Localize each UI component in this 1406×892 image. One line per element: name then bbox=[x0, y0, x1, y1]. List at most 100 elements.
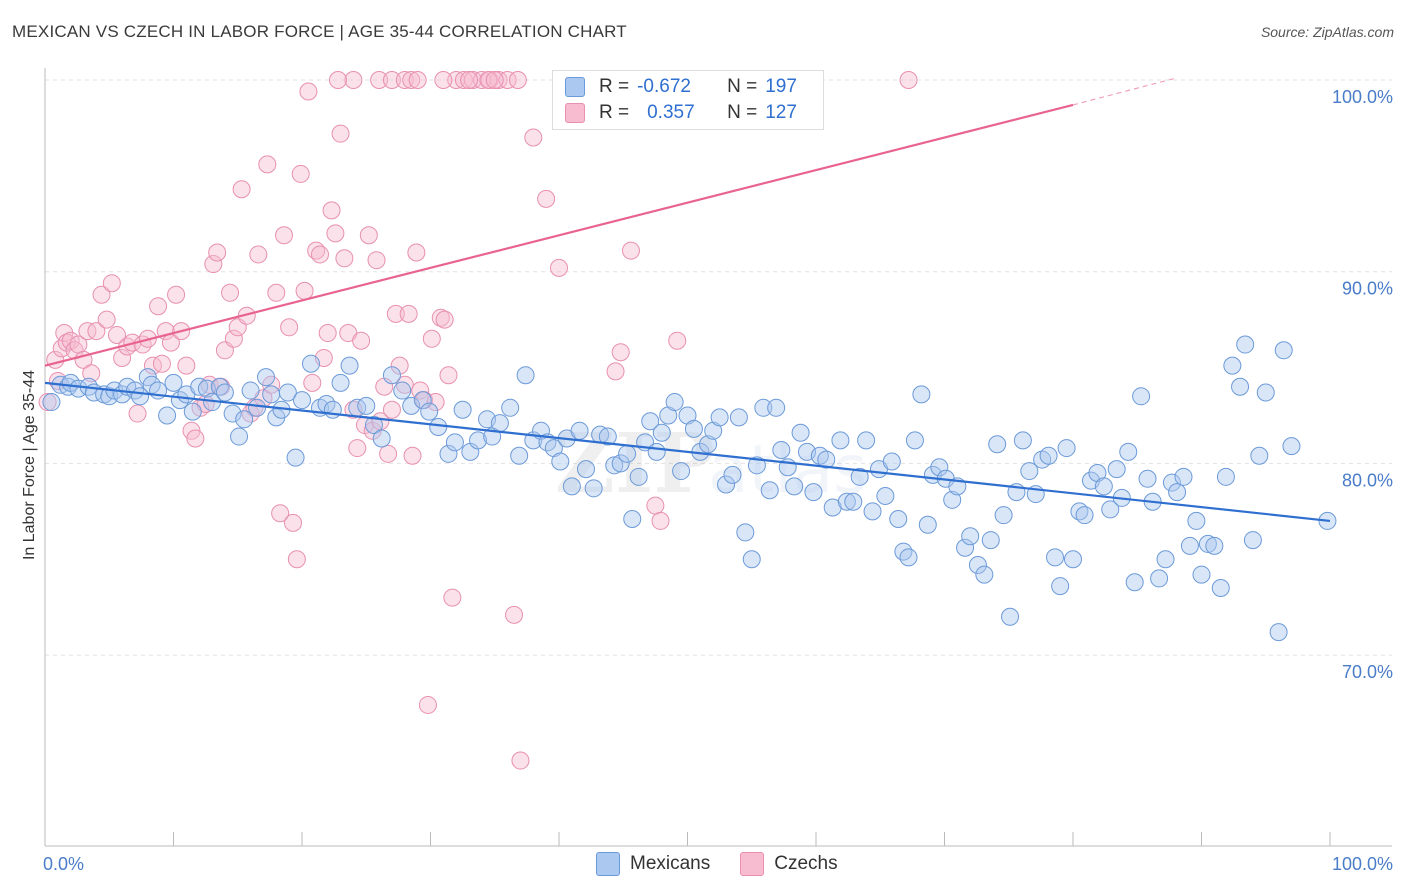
y-tick-label: 90.0% bbox=[1342, 279, 1393, 299]
czechs-point bbox=[275, 226, 294, 245]
mexicans-point bbox=[1101, 500, 1120, 519]
mexicans-point bbox=[516, 366, 535, 385]
czechs-point bbox=[287, 550, 306, 569]
y-tick-label: 70.0% bbox=[1342, 662, 1393, 682]
stats-legend: R = -0.672 N = 197 R = 0.357 N = 127 bbox=[552, 70, 824, 130]
czechs-point bbox=[82, 364, 101, 383]
mexicans-point bbox=[723, 465, 742, 484]
czechs-point bbox=[367, 251, 386, 270]
n-label: N = bbox=[727, 76, 758, 97]
mexicans-point bbox=[665, 393, 684, 412]
mexicans-point bbox=[372, 429, 391, 448]
czechs-point bbox=[439, 366, 458, 385]
mexicans-point bbox=[804, 483, 823, 502]
mexicans-point bbox=[570, 421, 589, 440]
czechs-point bbox=[651, 511, 670, 530]
czechs-point bbox=[508, 71, 527, 89]
mexicans-point bbox=[956, 538, 975, 557]
mexicans-point bbox=[988, 435, 1007, 454]
mexicans-point bbox=[742, 550, 761, 569]
x-tick-label: 100.0% bbox=[1332, 854, 1393, 874]
mexicans-point bbox=[1051, 577, 1070, 596]
mexicans-point bbox=[262, 385, 281, 404]
mexicans-point bbox=[42, 393, 61, 412]
mexicans-point bbox=[364, 416, 383, 435]
mexicans-point bbox=[605, 456, 624, 475]
czechs-point bbox=[92, 285, 111, 304]
mexicans-point bbox=[652, 423, 671, 442]
legend-item-czechs[interactable]: Czechs bbox=[740, 852, 838, 876]
mexicans-point bbox=[975, 565, 994, 584]
czechs-point bbox=[221, 283, 240, 302]
x-tick-labels: 0.0% 100.0% bbox=[43, 854, 1393, 874]
czechs-point bbox=[621, 241, 640, 260]
czechs-point bbox=[403, 446, 422, 465]
chart-title: MEXICAN VS CZECH IN LABOR FORCE | AGE 35… bbox=[12, 22, 627, 41]
mexicans-point bbox=[562, 477, 581, 496]
czechs-point bbox=[524, 128, 543, 147]
czechs-legend-swatch bbox=[740, 852, 765, 876]
mexicans-point bbox=[717, 475, 736, 494]
czechs-point bbox=[498, 71, 517, 89]
y-tick-label: 80.0% bbox=[1342, 470, 1393, 490]
mexicans-point bbox=[857, 431, 876, 450]
czechs-point bbox=[379, 444, 398, 463]
czechs-point bbox=[113, 348, 132, 367]
r-value: -0.672 bbox=[637, 76, 691, 97]
czechs-point bbox=[382, 71, 401, 89]
mexicans-point bbox=[1282, 437, 1301, 456]
mexicans-point bbox=[1250, 446, 1269, 465]
x-tick-label: 0.0% bbox=[43, 854, 84, 874]
mexicans-point bbox=[1094, 477, 1113, 496]
czechs-point bbox=[328, 71, 347, 89]
czechs-point bbox=[402, 71, 421, 89]
mexicans-point bbox=[286, 448, 305, 467]
mexicans-point bbox=[340, 356, 359, 375]
czechs-point bbox=[97, 310, 116, 329]
mexicans-point bbox=[230, 427, 249, 446]
czechs-point bbox=[363, 421, 382, 440]
mexicans-point bbox=[736, 523, 755, 542]
czechs-points bbox=[38, 71, 918, 770]
czechs-point bbox=[335, 249, 354, 268]
mexicans-point bbox=[647, 442, 666, 461]
mexicans-swatch bbox=[565, 77, 585, 97]
mexicans-point bbox=[876, 486, 895, 505]
czechs-point bbox=[167, 285, 186, 304]
mexicans-point bbox=[215, 383, 234, 402]
czechs-point bbox=[386, 304, 405, 323]
mexicans-point bbox=[1269, 623, 1288, 642]
czechs-point bbox=[280, 318, 299, 337]
mexicans-point bbox=[393, 381, 412, 400]
czechs-point bbox=[318, 324, 337, 343]
czechs-point bbox=[435, 310, 454, 329]
czechs-point bbox=[310, 245, 329, 264]
czechs-point bbox=[382, 400, 401, 419]
mexicans-point bbox=[301, 354, 320, 373]
mexicans-point bbox=[1138, 469, 1157, 488]
mexicans-point bbox=[413, 391, 432, 410]
mexicans-point bbox=[817, 450, 836, 469]
mexicans-point bbox=[402, 396, 421, 415]
mexicans-point bbox=[576, 460, 595, 479]
czechs-point bbox=[485, 71, 504, 89]
mexicans-point bbox=[257, 368, 276, 387]
czechs-point bbox=[284, 513, 303, 532]
mexicans-point bbox=[164, 373, 183, 392]
mexicans-point bbox=[1162, 473, 1181, 492]
mexicans-point bbox=[899, 548, 918, 567]
mexicans-point bbox=[1198, 534, 1217, 553]
mexicans-point bbox=[1231, 377, 1250, 396]
mexicans-point bbox=[1223, 356, 1242, 375]
mexicans-point bbox=[1075, 506, 1094, 525]
mexicans-point bbox=[930, 458, 949, 477]
mexicans-point bbox=[453, 400, 472, 419]
mexicans-point bbox=[1243, 531, 1262, 550]
legend-item-mexicans[interactable]: Mexicans bbox=[596, 852, 710, 876]
mexicans-point bbox=[760, 481, 779, 500]
czechs-point bbox=[143, 356, 162, 375]
mexicans-point bbox=[1211, 579, 1230, 598]
czechs-point bbox=[224, 329, 243, 348]
czechs-point bbox=[479, 71, 498, 89]
